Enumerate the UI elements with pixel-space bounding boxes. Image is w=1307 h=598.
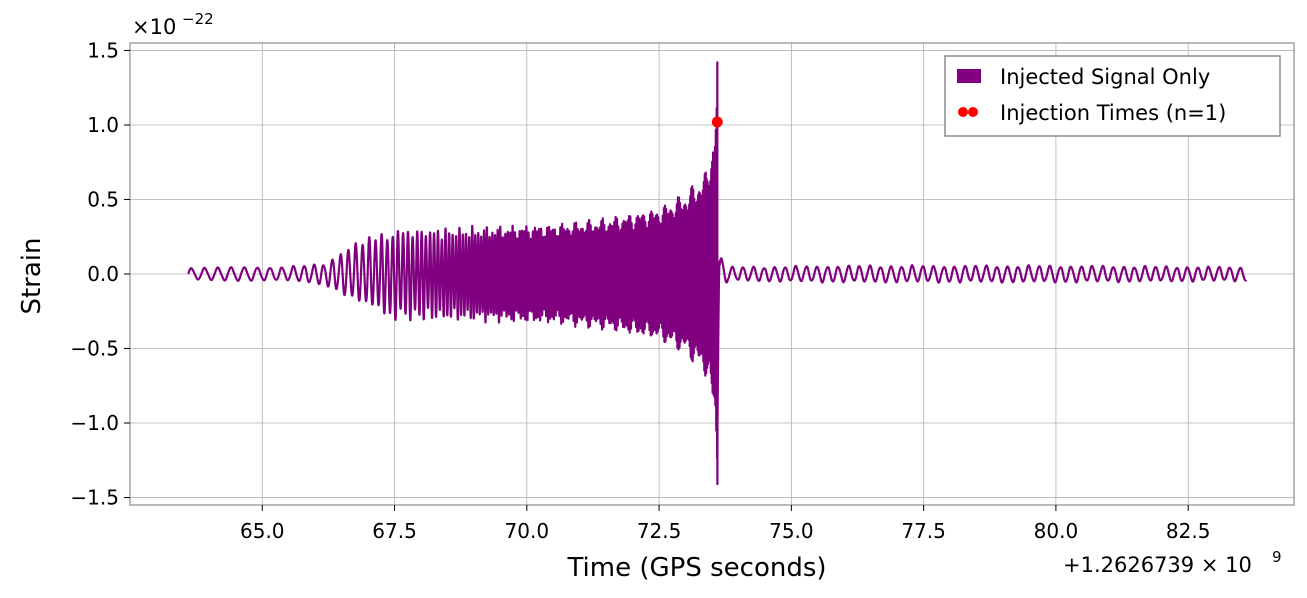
x-offset-label: +1.2626739 × 10 — [1063, 553, 1252, 577]
legend: Injected Signal Only Injection Times (n=1… — [944, 55, 1281, 137]
x-axis-title: Time (GPS seconds) — [566, 553, 826, 583]
y-tick-label: −0.5 — [70, 337, 119, 361]
injection-time-marker — [711, 116, 723, 128]
legend-signal-swatch — [957, 69, 981, 83]
legend-box — [944, 55, 1281, 137]
legend-injection-label: Injection Times (n=1) — [1000, 101, 1226, 125]
y-tick-label: 1.0 — [87, 113, 119, 137]
x-tick-label: 80.0 — [1034, 519, 1079, 543]
x-tick-label: 72.5 — [637, 519, 682, 543]
x-tick-label: 75.0 — [769, 519, 814, 543]
x-offset-exponent: 9 — [1272, 548, 1282, 566]
y-scale-factor: ×10 — [132, 15, 176, 39]
injected-signal-line — [187, 61, 1248, 486]
x-tick-label: 77.5 — [901, 519, 946, 543]
y-tick-label: 0.5 — [87, 187, 119, 211]
x-tick-label: 65.0 — [240, 519, 285, 543]
y-tick-label: 0.0 — [87, 262, 119, 286]
y-tick-label: −1.5 — [70, 486, 119, 510]
x-tick-label: 82.5 — [1166, 519, 1211, 543]
legend-injection-marker — [958, 107, 968, 117]
x-tick-label: 67.5 — [372, 519, 417, 543]
legend-injection-marker — [968, 107, 978, 117]
y-tick-label: −1.0 — [70, 411, 119, 435]
series-layer — [187, 61, 1248, 486]
y-scale-exponent: −22 — [182, 10, 214, 28]
axes: 65.0 67.5 70.0 72.5 75.0 77.5 80.0 82.5 1.5 1.0 0.… — [17, 10, 1295, 583]
x-tick-label: 70.0 — [505, 519, 550, 543]
legend-signal-label: Injected Signal Only — [1000, 65, 1210, 89]
y-axis-title: Strain — [17, 237, 47, 314]
y-tick-label: 1.5 — [87, 38, 119, 62]
